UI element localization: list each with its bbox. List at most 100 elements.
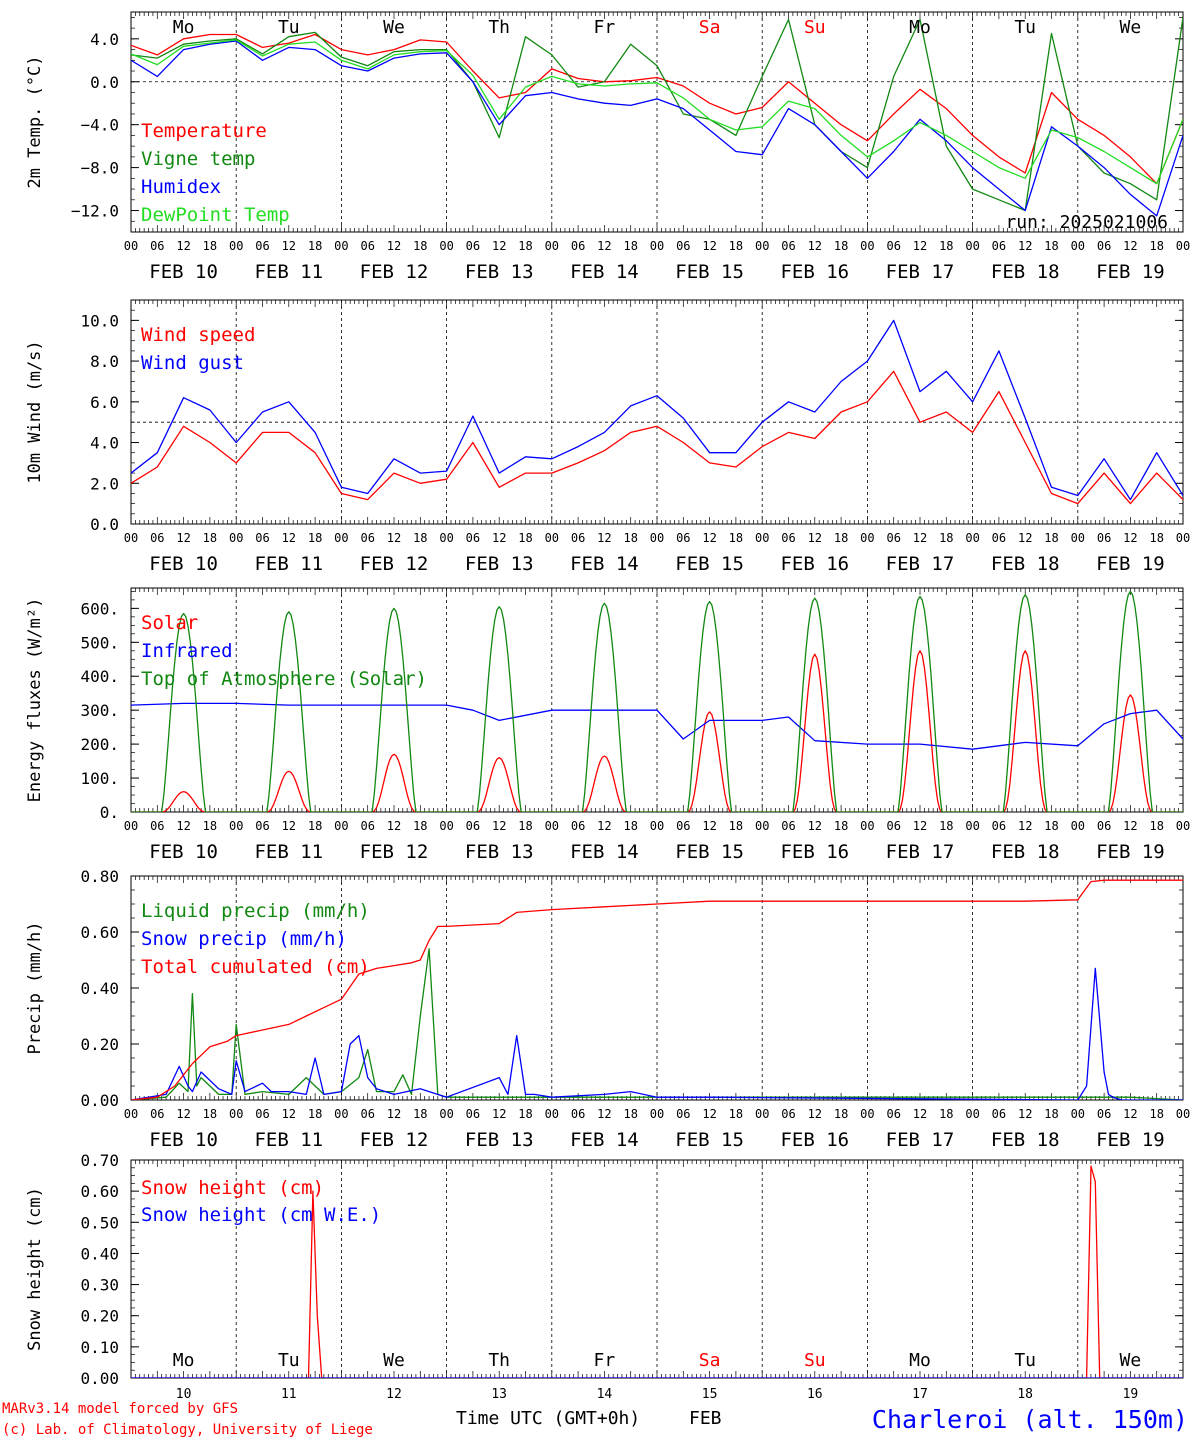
y-axis-label: Snow height (cm) [25,1187,45,1351]
y-tick-label: 0.00 [80,1091,119,1110]
hour-label: 06 [676,531,690,545]
day-name: Su [804,1350,826,1371]
hour-label: 00 [334,819,348,833]
date-label: FEB 15 [675,841,744,863]
hour-label: 06 [676,819,690,833]
hour-label: 06 [781,819,795,833]
hour-label: 18 [308,239,322,253]
hour-label: 18 [834,531,848,545]
hour-label: 18 [413,239,427,253]
legend-entry: Vigne temp [141,148,255,170]
y-tick-label: 8.0 [90,352,119,371]
day-name: Mo [173,17,195,38]
hour-label: 00 [965,819,979,833]
hour-label: 00 [1071,239,1085,253]
hour-label: 18 [623,819,637,833]
hour-label: 12 [1123,531,1137,545]
y-tick-label: 200. [80,735,119,754]
hour-label: 00 [439,239,453,253]
hour-label: 18 [1149,239,1163,253]
y-tick-label: 0. [100,803,119,822]
hour-label: 00 [965,531,979,545]
y-tick-label: −4.0 [80,116,119,135]
legend-entry: Solar [141,612,198,634]
y-tick-label: 0.80 [80,867,119,886]
hour-label: 18 [729,239,743,253]
hour-label: 18 [203,819,217,833]
day-name: Su [804,17,826,38]
hour-label: 06 [886,531,900,545]
hour-label: 00 [334,531,348,545]
hour-label: 18 [1044,239,1058,253]
hour-label: 12 [597,1107,611,1121]
hour-label: 06 [466,819,480,833]
date-label: FEB 15 [675,553,744,575]
hour-label: 00 [1071,531,1085,545]
hour-label: 18 [203,1107,217,1121]
day-name: Fr [594,17,616,38]
day-name: Sa [699,17,721,38]
y-tick-label: 0.70 [80,1151,119,1170]
date-label: FEB 14 [570,1129,639,1151]
y-tick-label: 0.60 [80,923,119,942]
hour-label: 00 [439,1107,453,1121]
date-label: FEB 19 [1096,261,1165,283]
hour-label: 18 [413,819,427,833]
date-label: FEB 18 [991,553,1060,575]
panel-1: 4.0 0.0 −4.0 −8.0 −12.0 2m Temp. (°C) Temperat… [25,11,1190,283]
hour-label: 18 [834,819,848,833]
hour-label: 18 [939,819,953,833]
hour-label: 12 [492,819,506,833]
hour-label: 06 [1097,531,1111,545]
series-group [131,879,1183,1100]
hour-label: 18 [939,1107,953,1121]
legend-entry: Liquid precip (mm/h) [141,900,370,922]
legend-entry: Humidex [141,176,221,198]
hour-label: 06 [571,239,585,253]
legend-entry: Total cumulated (cm) [141,956,370,978]
hour-label: 06 [150,239,164,253]
y-tick-label: 0.0 [90,73,119,92]
hour-label: 06 [992,531,1006,545]
series-group [131,590,1183,812]
hour-label: 12 [282,531,296,545]
day-name: Th [488,17,510,38]
hour-label: 06 [781,531,795,545]
hour-label: 12 [1123,819,1137,833]
date-label: FEB 14 [570,261,639,283]
hour-label: 12 [702,819,716,833]
hour-label: 06 [1097,239,1111,253]
date-label: FEB 11 [254,1129,323,1151]
y-tick-label: 0.10 [80,1338,119,1357]
panel-4: 0.00 0.20 0.40 0.60 0.80 Precip (mm/h) Liquid … [25,867,1190,1151]
y-tick-label: 500. [80,633,119,652]
series-line [131,17,1183,212]
hour-label: 18 [834,239,848,253]
hour-label: 06 [886,1107,900,1121]
date-label: FEB 15 [675,261,744,283]
day-number: 17 [912,1387,928,1402]
hour-label: 12 [597,531,611,545]
hour-label: 18 [1044,531,1058,545]
y-axis-label: 2m Temp. (°C) [25,55,45,188]
y-axis-label: 10m Wind (m/s) [25,340,45,483]
hour-label: 12 [1018,819,1032,833]
day-name: Tu [278,17,300,38]
hour-label: 18 [729,1107,743,1121]
hour-label: 00 [1071,819,1085,833]
hour-label: 00 [124,531,138,545]
hour-label: 00 [229,531,243,545]
hour-label: 00 [1176,1107,1190,1121]
series-line [131,967,1183,1100]
legend-entry: DewPoint Temp [141,204,290,226]
y-tick-label: 0.20 [80,1035,119,1054]
series-line [131,702,1183,750]
day-number: 15 [702,1387,718,1402]
date-label: FEB 18 [991,1129,1060,1151]
y-tick-label: 0.40 [80,1244,119,1263]
hour-label: 06 [992,239,1006,253]
y-tick-label: −8.0 [80,159,119,178]
hour-label: 18 [308,819,322,833]
hour-label: 06 [781,239,795,253]
hour-label: 00 [545,819,559,833]
